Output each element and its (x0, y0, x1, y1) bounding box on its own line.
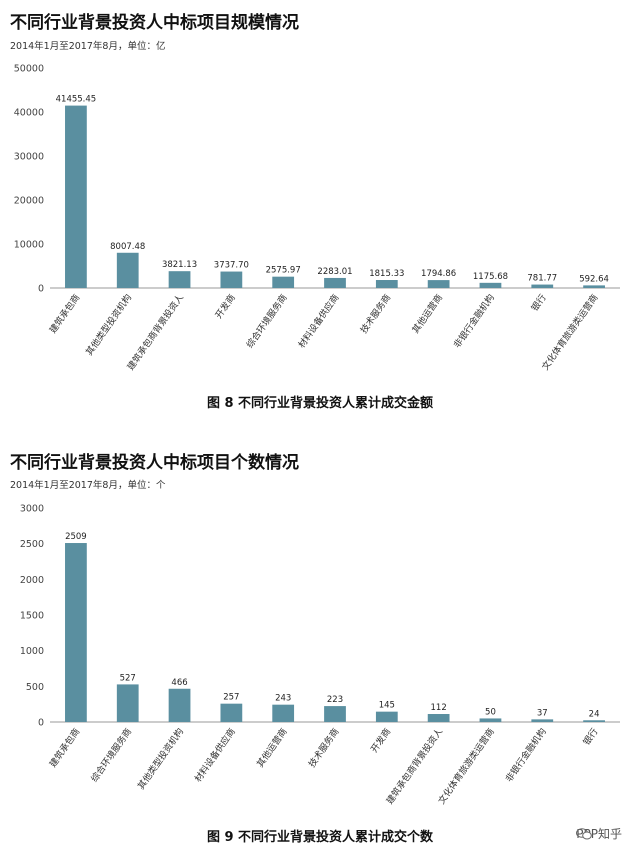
chart2-category-label: 材料设备供应商 (192, 726, 238, 785)
chart1-subtitle: 2014年1月至2017年8月，单位：亿 (10, 41, 166, 52)
chart2-bar (324, 706, 346, 722)
chart1-category-label: 银行 (529, 292, 549, 314)
chart1-ytick-label: 20000 (14, 196, 44, 207)
chart2-svg: 0 500 1000 1500 2000 2500 3000 2509 建筑承包商 527 综合环境… (20, 504, 620, 807)
chat-bubble-icon (576, 827, 593, 839)
chart2-data-label: 243 (275, 694, 291, 704)
chart2-ytick-label: 500 (26, 682, 44, 693)
chart1-ytick-label: 10000 (14, 240, 44, 251)
chart2-category-label: 非银行金融机构 (503, 726, 549, 785)
chart1-category-label: 综合环境服务商 (244, 292, 290, 351)
chart1-data-label: 2283.01 (317, 267, 352, 277)
chart2-category-label: 技术服务商 (306, 726, 342, 770)
chart2-data-label: 527 (120, 673, 136, 683)
chart2-data-label: 145 (379, 701, 395, 711)
chart1-data-label: 1815.33 (369, 269, 404, 279)
chart1-category-label: 材料设备供应商 (295, 292, 341, 351)
chart1-svg: 0 10000 20000 30000 40000 50000 41455.45 建筑承包商 8… (14, 64, 620, 373)
chart2-bar (427, 714, 450, 722)
chart1-ytick-label: 30000 (14, 152, 44, 163)
chart1-data-label: 3821.13 (162, 260, 197, 270)
chart2-category-label: 文化体育旅游类运营商 (435, 726, 496, 807)
chart2-ytick-label: 3000 (20, 504, 44, 515)
chart2-bar (116, 684, 139, 722)
chart1-bar (220, 271, 243, 288)
chart1-bar (168, 271, 191, 288)
chart1-bar (583, 285, 605, 288)
chart2-bar (65, 543, 87, 722)
chart1-data-label: 781.77 (527, 274, 557, 284)
chart1-category-label: 建筑承包商 (47, 292, 83, 336)
chart2-ytick-label: 1000 (20, 646, 44, 657)
chart2-category-label: 银行 (580, 726, 600, 748)
chart2-bar (479, 718, 502, 722)
chart2-category-label: 建筑承包商背景投资人 (384, 726, 445, 807)
chart1-category-label: 其他类型投资机构 (83, 292, 134, 358)
chart1-data-label: 41455.45 (56, 95, 97, 105)
chart2-figure-caption: 图 9 不同行业背景投资人累计成交个数 (206, 830, 434, 845)
chart1-data-label: 1175.68 (473, 272, 508, 282)
chart1-figure-caption: 图 8 不同行业背景投资人累计成交金额 (206, 396, 434, 411)
chart2-bar (220, 703, 243, 722)
chart1-ytick-label: 40000 (14, 108, 44, 119)
chart1-bar (116, 252, 139, 288)
chart1-bar (272, 276, 295, 288)
chart2-category-label: 其他运营商 (254, 726, 290, 770)
chart2-ytick-label: 2500 (20, 539, 44, 550)
chart1-data-label: 3737.70 (214, 261, 249, 271)
chart1-data-label: 2575.97 (266, 266, 301, 276)
chart1-category-label: 其他运营商 (409, 292, 445, 336)
chart2-bar (531, 719, 554, 722)
chart2-data-label: 37 (537, 708, 548, 718)
chart1-ytick-label: 0 (38, 284, 44, 295)
chart2-ytick-label: 0 (38, 718, 44, 729)
chart2-data-label: 257 (223, 693, 239, 703)
chart1-data-label: 592.64 (579, 274, 609, 284)
chart1-data-label: 8007.48 (110, 242, 145, 252)
chart1-bar (427, 280, 450, 288)
chart1-title: 不同行业背景投资人中标项目规模情况 (10, 13, 299, 33)
chart1-ytick-label: 50000 (14, 64, 44, 75)
chart2-bar (272, 704, 295, 722)
chart1-bar (531, 284, 554, 288)
chart2-category-label: 建筑承包商 (47, 726, 83, 770)
chart2-bar (375, 711, 398, 722)
chart1-category-label: 非银行金融机构 (451, 292, 497, 351)
chart2-data-label: 466 (171, 678, 187, 688)
chart1-bar (65, 105, 87, 288)
chart2-category-label: 开发商 (368, 726, 393, 755)
chart2-category-label: 其他类型投资机构 (135, 726, 186, 792)
chart2-data-label: 223 (327, 695, 343, 705)
chart1-category-label: 技术服务商 (358, 292, 394, 336)
chart1-bar (375, 280, 398, 288)
chart1-category-label: 开发商 (212, 292, 237, 321)
chart2-category-label: 综合环境服务商 (88, 726, 134, 785)
chart1-bar (324, 277, 346, 288)
chart1-category-label: 建筑承包商背景投资人 (125, 292, 186, 373)
chart2-data-label: 50 (485, 707, 496, 717)
watermark: PPP知乎 (576, 825, 622, 842)
chart1-data-label: 1794.86 (421, 269, 456, 279)
chart2-ytick-label: 1500 (20, 611, 44, 622)
chart2-title: 不同行业背景投资人中标项目个数情况 (10, 453, 299, 473)
chart1-category-label: 文化体育旅游类运营商 (539, 292, 600, 373)
chart1-bar (479, 282, 502, 288)
chart2-ytick-label: 2000 (20, 575, 44, 586)
chart2-data-label: 112 (431, 703, 447, 713)
chart2-bar (168, 688, 191, 722)
chart2-data-label: 2509 (65, 532, 87, 542)
chart2-data-label: 24 (589, 709, 600, 719)
chart2-subtitle: 2014年1月至2017年8月，单位：个 (10, 480, 166, 491)
chart2-bar (583, 720, 605, 722)
